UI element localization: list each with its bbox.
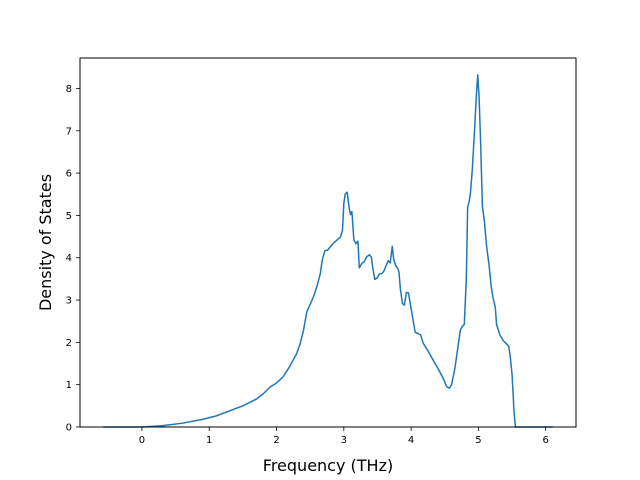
- x-axis-label: Frequency (THz): [263, 456, 393, 475]
- x-tick-label: 4: [408, 435, 414, 446]
- y-tick-label: 0: [66, 423, 72, 434]
- x-tick-label: 3: [341, 435, 347, 446]
- ticks: 0 1 2 3 4 5 6 0 1 2 3 4 5 6 7 8: [66, 84, 549, 446]
- y-tick-label: 4: [66, 253, 72, 264]
- plot-area: [102, 74, 554, 428]
- y-tick-label: 6: [66, 169, 72, 180]
- y-axis-label: Density of States: [36, 174, 55, 311]
- y-tick-label: 1: [66, 380, 72, 391]
- x-tick-label: 2: [273, 435, 279, 446]
- x-tick-label: 1: [206, 435, 212, 446]
- axes-frame: [79, 57, 577, 428]
- x-tick-label: 5: [475, 435, 481, 446]
- x-tick-label: 0: [139, 435, 145, 446]
- x-tick-label: 6: [543, 435, 549, 446]
- dos-series-line-0: [102, 74, 554, 428]
- y-tick-label: 2: [66, 338, 72, 349]
- y-tick-label: 3: [66, 296, 72, 307]
- y-tick-label: 7: [66, 126, 72, 137]
- y-tick-label: 5: [66, 211, 72, 222]
- y-tick-label: 8: [66, 84, 72, 95]
